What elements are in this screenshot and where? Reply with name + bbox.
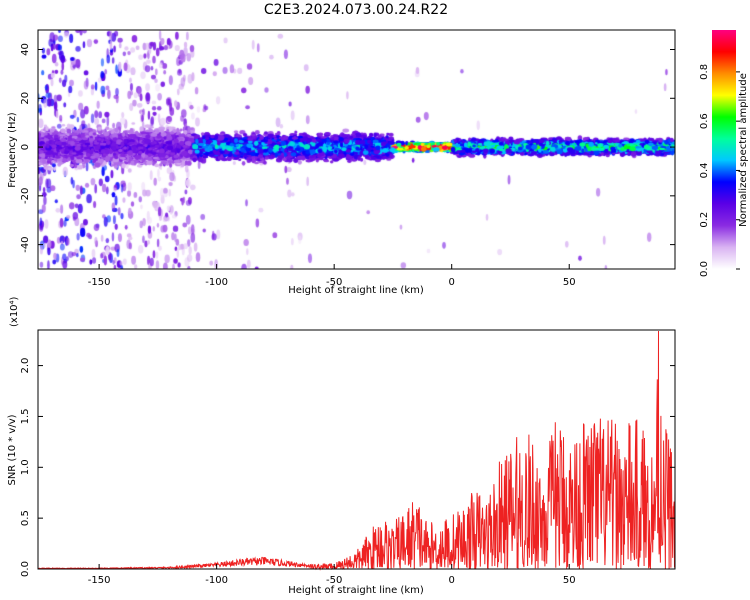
bottom-y-tick-label: 0.5 <box>20 510 31 526</box>
colorbar-gradient <box>712 30 736 269</box>
top-panel: -150 -100 -50 0 50 -40 -20 0 20 40 Height of stra… <box>7 29 676 296</box>
colorbar: 0.0 0.2 0.4 0.6 0.8 Normalized spectral ampl… <box>699 30 749 277</box>
bottom-x-axis-label: Height of straight line (km) <box>288 585 424 596</box>
figure-title: C2E3.2024.073.00.24.R22 <box>264 2 448 18</box>
colorbar-tick-label: 0.6 <box>699 113 710 129</box>
bottom-x-tick-label: -100 <box>205 575 228 586</box>
top-x-tick-label: 0 <box>449 277 455 288</box>
bottom-panel: -150 -100 -50 0 50 0.0 0.5 1.0 1.5 2.0 Height of … <box>7 296 676 596</box>
bottom-plot-frame <box>37 329 676 570</box>
spectrogram-heatmap <box>38 30 675 269</box>
top-x-tick-label: -100 <box>205 277 228 288</box>
top-x-tick-label: -150 <box>88 277 111 288</box>
bottom-y-tick-label: 2.0 <box>20 358 31 374</box>
top-y-tick-label: -20 <box>20 188 31 204</box>
top-x-tick-label: -50 <box>326 277 342 288</box>
top-plot-frame <box>37 29 676 270</box>
bottom-y-axis-label: SNR (10 * v/v) <box>7 414 18 485</box>
colorbar-ticks: 0.0 0.2 0.4 0.6 0.8 <box>699 64 740 277</box>
bottom-axis-ticks: -150 -100 -50 0 50 0.0 0.5 1.0 1.5 2.0 <box>20 358 675 586</box>
top-y-axis-label: Frequency (Hz) <box>7 112 18 188</box>
snr-line <box>37 330 676 571</box>
bottom-y-tick-label: 1.0 <box>20 459 31 475</box>
top-x-axis-label: Height of straight line (km) <box>288 285 424 296</box>
bottom-x-tick-label: -50 <box>326 575 342 586</box>
bottom-x-tick-label: 50 <box>563 575 576 586</box>
bottom-y-multiplier: (x10⁴) <box>9 296 20 327</box>
top-y-tick-label: 40 <box>20 43 31 56</box>
colorbar-label: Normalized spectral amplitude <box>738 73 749 227</box>
top-y-tick-label: -40 <box>20 236 31 252</box>
snr-series <box>37 330 676 571</box>
colorbar-tick-label: 0.0 <box>699 261 710 277</box>
colorbar-tick-label: 0.4 <box>699 162 710 178</box>
bottom-x-tick-label: -150 <box>88 575 111 586</box>
bottom-y-tick-label: 0.0 <box>20 561 31 577</box>
colorbar-tick-label: 0.2 <box>699 212 710 228</box>
top-y-tick-label: 20 <box>20 92 31 105</box>
bottom-x-tick-label: 0 <box>449 575 455 586</box>
top-x-tick-label: 50 <box>563 277 576 288</box>
top-y-tick-label: 0 <box>20 144 31 150</box>
bottom-y-tick-label: 1.5 <box>20 408 31 424</box>
colorbar-tick-label: 0.8 <box>699 64 710 80</box>
top-axis-ticks: -150 -100 -50 0 50 -40 -20 0 20 40 <box>20 43 675 288</box>
